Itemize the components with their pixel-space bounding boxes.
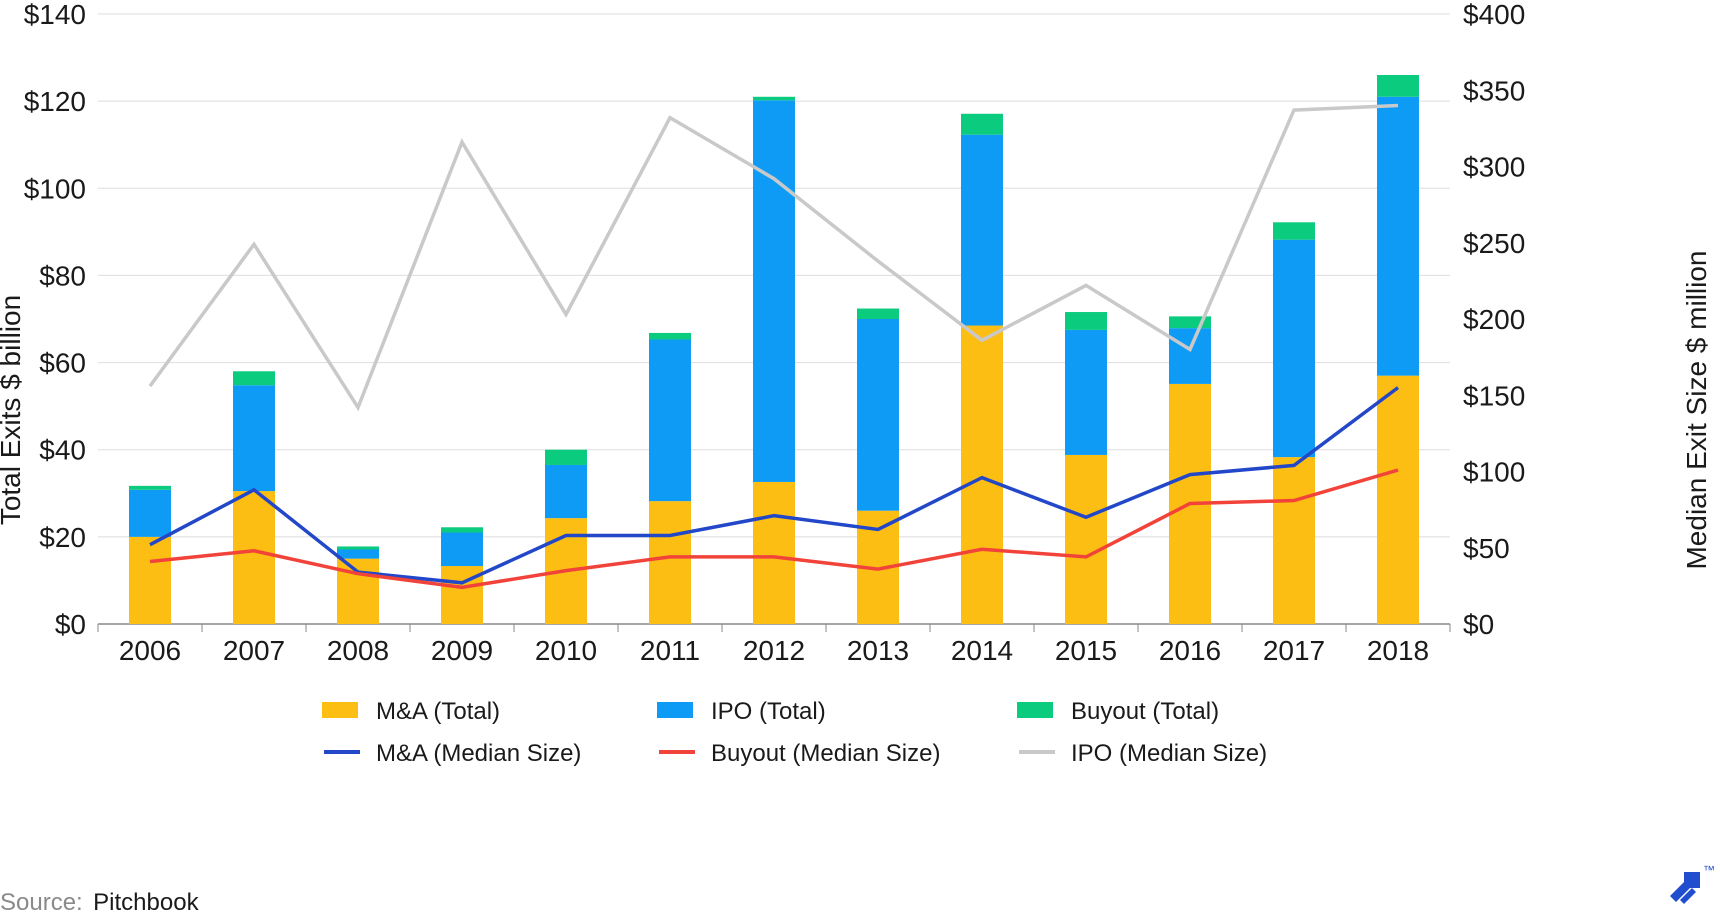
y2-tick-label: $200 <box>1463 304 1525 335</box>
y2-tick-label: $100 <box>1463 457 1525 488</box>
y-tick-label: $100 <box>24 173 86 204</box>
x-tick-label: 2006 <box>119 635 181 666</box>
bar-segment <box>441 532 483 567</box>
y2-tick-label: $50 <box>1463 533 1510 564</box>
y-tick-label: $80 <box>39 260 86 291</box>
x-tick-label: 2016 <box>1159 635 1221 666</box>
legend: M&A (Total) IPO (Total) Buyout (Total) M&A … <box>322 698 1267 767</box>
axes: $0 $20 $40 $60 $80 $100 $120 $140 $0 $50 $100 $150 $… <box>24 0 1526 666</box>
bar-segment <box>857 308 899 319</box>
x-tick-label: 2017 <box>1263 635 1325 666</box>
bar-segment <box>129 485 171 490</box>
bar-segment <box>1065 454 1107 624</box>
bar-segment <box>649 339 691 502</box>
y2-tick-label: $150 <box>1463 380 1525 411</box>
x-tick-label: 2013 <box>847 635 909 666</box>
source-name: Pitchbook <box>93 889 199 916</box>
bar-segment <box>129 536 171 624</box>
bar-segment <box>545 464 587 519</box>
y-axis-title: Total Exits $ billion <box>0 295 26 525</box>
legend-label: Buyout (Total) <box>1071 698 1219 725</box>
bar-segment <box>1273 239 1315 458</box>
bar-segment <box>753 96 795 101</box>
logo-mark-shape <box>1670 872 1700 902</box>
bar-segment <box>545 449 587 465</box>
bar-segment <box>441 527 483 533</box>
bar-segment <box>1169 316 1211 329</box>
legend-label: Buyout (Median Size) <box>711 740 940 767</box>
line-series-group <box>148 103 1400 590</box>
y-tick-label: $60 <box>39 348 86 379</box>
y-tick-label: $40 <box>39 435 86 466</box>
line-series <box>148 103 1399 412</box>
bar-segment <box>233 385 275 492</box>
bar-segment <box>961 113 1003 135</box>
bar-segment <box>1273 457 1315 624</box>
bar-segment <box>337 558 379 624</box>
y2-tick-label: $400 <box>1463 0 1525 30</box>
y-tick-label: $0 <box>55 609 86 640</box>
y-tick-label: $120 <box>24 86 86 117</box>
legend-label: M&A (Total) <box>376 698 500 725</box>
bar-segment <box>233 491 275 624</box>
x-tick-label: 2010 <box>535 635 597 666</box>
bar-segment <box>649 501 691 624</box>
legend-label: IPO (Total) <box>711 698 826 725</box>
legend-swatch <box>657 702 693 718</box>
line-series <box>149 468 1399 590</box>
y-tick-label: $140 <box>24 0 86 30</box>
trademark-symbol: ™ <box>1703 863 1715 877</box>
bar-segment <box>337 546 379 550</box>
legend-swatch <box>322 702 358 718</box>
bar-segment <box>233 371 275 386</box>
x-tick-label: 2014 <box>951 635 1013 666</box>
y-tick-label: $20 <box>39 522 86 553</box>
bar-segment <box>753 481 795 624</box>
x-tick-label: 2015 <box>1055 635 1117 666</box>
toptal-logo-icon: ™ <box>1670 863 1715 904</box>
y2-tick-label: $300 <box>1463 152 1525 183</box>
bar-segment <box>1169 328 1211 384</box>
y2-tick-label: $350 <box>1463 75 1525 106</box>
legend-label: M&A (Median Size) <box>376 740 581 767</box>
x-tick-label: 2008 <box>327 635 389 666</box>
bar-segment <box>129 489 171 537</box>
legend-label: IPO (Median Size) <box>1071 740 1267 767</box>
bar-segment <box>649 332 691 340</box>
x-tick-label: 2012 <box>743 635 805 666</box>
x-tick-label: 2009 <box>431 635 493 666</box>
bar-segment <box>961 325 1003 624</box>
y2-axis-title: Median Exit Size $ million <box>1681 250 1712 569</box>
x-tick-label: 2011 <box>640 635 700 666</box>
bar-segment <box>1065 312 1107 330</box>
legend-swatch <box>1017 702 1053 718</box>
source-note: Source: Pitchbook <box>0 889 200 916</box>
bar-segment <box>1065 329 1107 455</box>
y2-tick-label: $0 <box>1463 609 1494 640</box>
bar-segment <box>1377 75 1419 97</box>
x-tick-label: 2018 <box>1367 635 1429 666</box>
bar-segment <box>1377 375 1419 624</box>
bar-segment <box>857 319 899 511</box>
bar-segment <box>1377 96 1419 376</box>
y2-tick-label: $250 <box>1463 228 1525 259</box>
bar-segment <box>961 134 1003 326</box>
bar-segment <box>1273 222 1315 240</box>
bar-series-group <box>129 75 1419 624</box>
bar-segment <box>753 100 795 482</box>
x-tick-label: 2007 <box>223 635 285 666</box>
source-prefix: Source: <box>0 889 83 916</box>
bar-segment <box>337 549 379 559</box>
logo-mark-notch <box>1680 888 1696 904</box>
